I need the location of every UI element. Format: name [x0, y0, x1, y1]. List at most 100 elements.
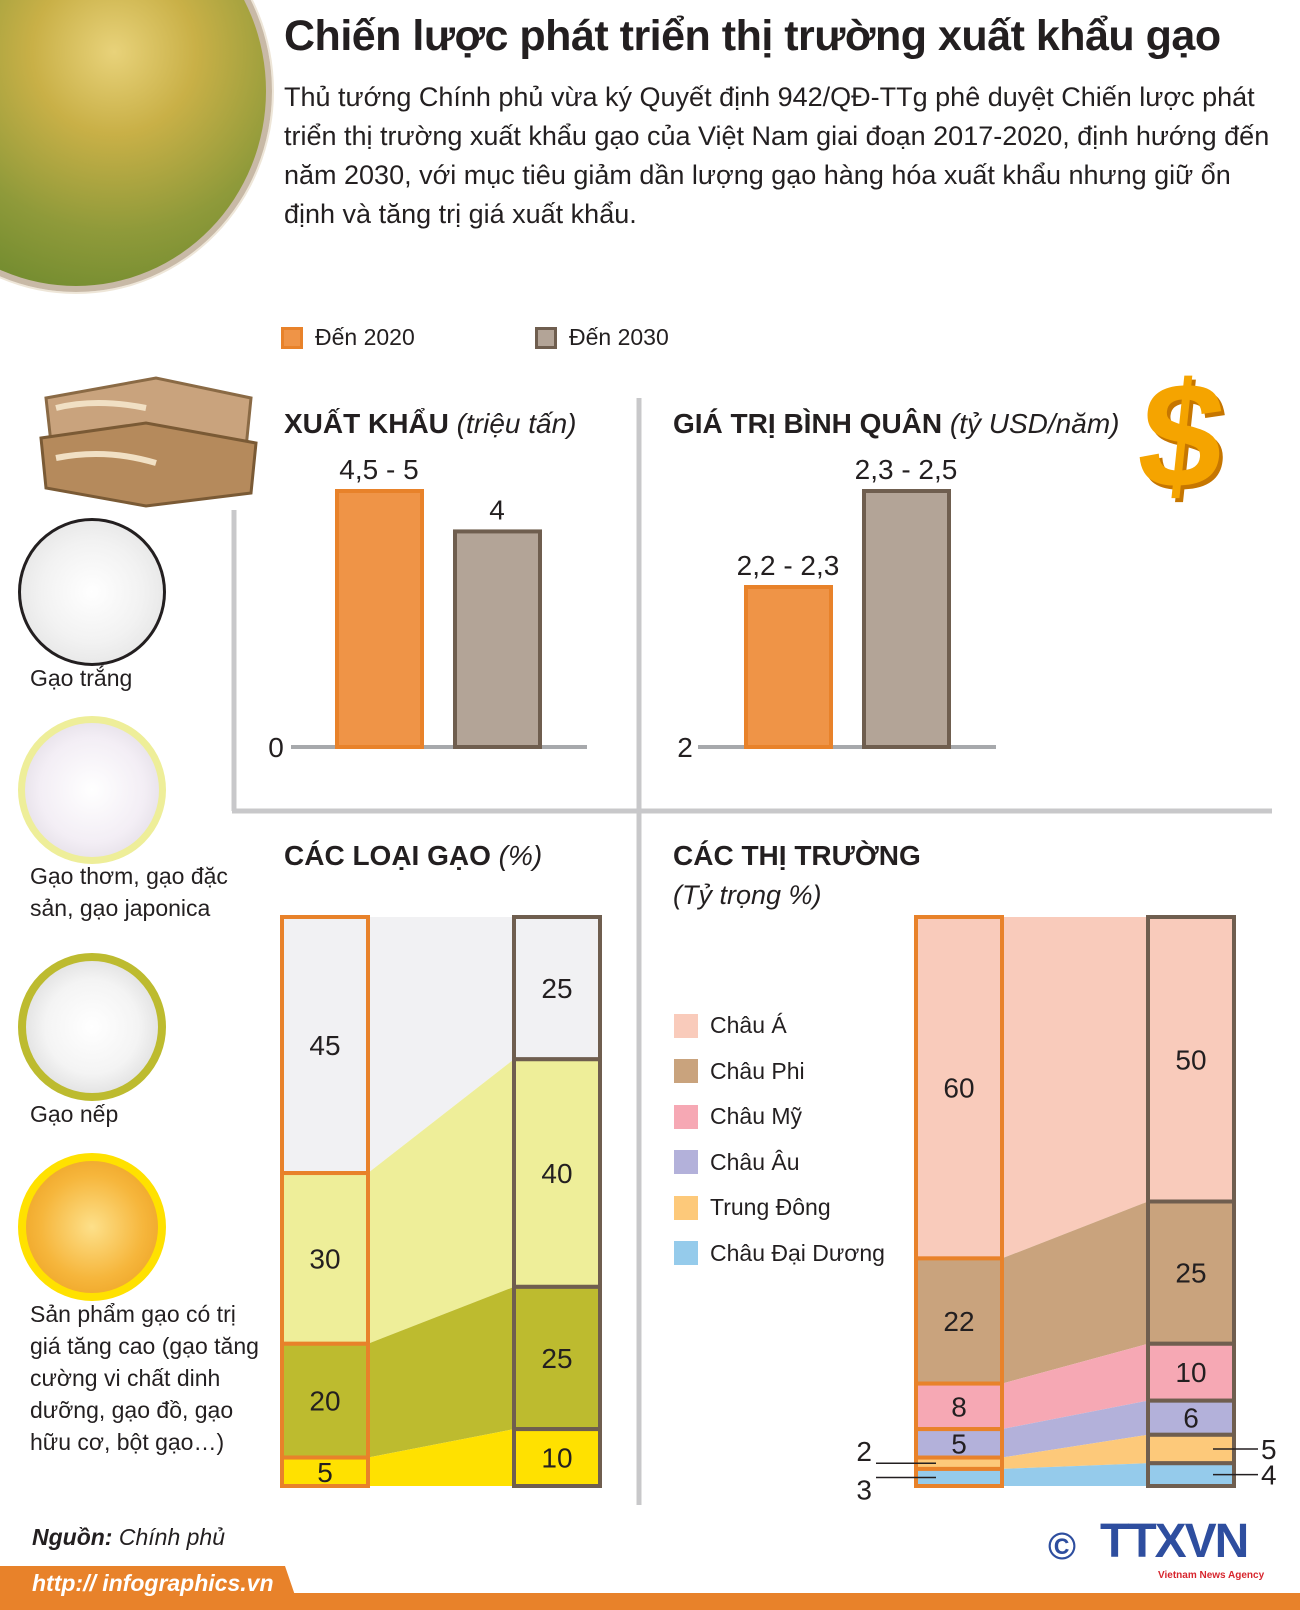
stacked-segment	[914, 1256, 1004, 1386]
connector-band	[368, 1059, 514, 1344]
logo-tagline: Vietnam News Agency	[1158, 1570, 1265, 1581]
bar-2020	[744, 585, 833, 749]
stacked-segment	[914, 915, 1004, 1261]
stacked-segment	[914, 1381, 1004, 1432]
legend-label: Trung Đông	[710, 1194, 831, 1220]
ttxvn-logo: TTXVN	[1100, 1515, 1249, 1568]
intro-text: Thủ tướng Chính phủ vừa ký Quyết định 94…	[284, 82, 1270, 229]
stacked-segment	[280, 1341, 370, 1460]
white-rice-image	[18, 518, 166, 666]
bar-value-label: 2,2 - 2,3	[737, 550, 840, 581]
stacked-segment	[512, 1427, 602, 1488]
sticky-rice-image	[18, 953, 166, 1101]
baseline-label: 0	[268, 732, 284, 763]
market-legend-item: Châu Đại Dương	[674, 1240, 885, 1267]
stacked-segment	[280, 1455, 370, 1489]
legend-swatch-2030	[535, 326, 557, 349]
stacked-segment	[1146, 1199, 1236, 1346]
connector-band	[1002, 1434, 1148, 1469]
source: Nguồn: Chính phủ	[32, 1524, 225, 1551]
segment-label: 22	[943, 1306, 974, 1337]
bar-value-label: 4,5 - 5	[339, 454, 418, 485]
chart-unit: (triệu tấn)	[456, 408, 577, 439]
bar-2030	[862, 489, 951, 749]
segment-label: 2	[856, 1436, 872, 1467]
connector-band	[1002, 917, 1148, 1259]
segment-label: 4	[1261, 1460, 1277, 1491]
legend-label: Đến 2030	[569, 324, 669, 350]
legend-swatch	[674, 1104, 698, 1129]
rice-type-label: Gạo nếp	[30, 1101, 119, 1127]
market-legend-item: Châu Âu	[674, 1149, 800, 1176]
segment-label: 60	[943, 1073, 974, 1104]
segment-label: 25	[1175, 1258, 1206, 1289]
rice-type-label: Sản phẩm gạo có trị giá tăng cao (gạo tă…	[30, 1301, 259, 1455]
segment-label: 45	[309, 1030, 340, 1061]
connector-band	[368, 1429, 514, 1486]
legend-swatch	[674, 1241, 698, 1265]
chart-unit: (%)	[498, 840, 543, 871]
connector-band	[368, 917, 514, 1174]
bar-2020	[335, 489, 424, 749]
connector-band	[1002, 1343, 1148, 1430]
legend-2020: Đến 2020	[281, 324, 415, 351]
fragrant-rice-image	[18, 716, 166, 864]
segment-label: 5	[1261, 1434, 1277, 1465]
segment-label: 10	[1175, 1357, 1206, 1388]
segment-label: 6	[1183, 1403, 1199, 1434]
chart-unit: (tỷ USD/năm)	[949, 408, 1120, 439]
rice-types-chart-title: CÁC LOẠI GẠO (%)	[284, 840, 542, 872]
legend-swatch	[674, 1059, 698, 1083]
legend-label: Châu Âu	[710, 1148, 800, 1175]
baseline-label: 2	[677, 732, 693, 763]
segment-label: 40	[541, 1158, 572, 1189]
export-chart-title: XUẤT KHẨU (triệu tấn)	[284, 408, 577, 440]
market-legend-item: Châu Á	[674, 1012, 787, 1039]
connector-band	[1002, 1400, 1148, 1458]
connector-band	[368, 1286, 514, 1458]
chart-title: GIÁ TRỊ BÌNH QUÂN	[673, 408, 943, 439]
stacked-segment	[512, 1057, 602, 1289]
legend-swatch-2020	[281, 326, 303, 349]
bar-value-label: 4	[489, 494, 505, 525]
value-chart-title: GIÁ TRỊ BÌNH QUÂN (tỷ USD/năm)	[673, 408, 1119, 440]
markets-chart-title: CÁC THỊ TRƯỜNG	[673, 840, 921, 871]
segment-label: 20	[309, 1386, 340, 1417]
segment-label: 8	[951, 1391, 967, 1422]
segment-label: 10	[541, 1443, 572, 1474]
rice-type-label: Gạo thơm, gạo đặc sản, gạo japonica	[30, 863, 228, 921]
segment-label: 5	[317, 1457, 333, 1488]
segment-label: 25	[541, 973, 572, 1004]
connector-band	[1002, 1201, 1148, 1384]
stacked-segment	[914, 1427, 1004, 1460]
connector-band	[1002, 1463, 1148, 1486]
legend-label: Châu Á	[710, 1012, 787, 1038]
copyright-icon: ©	[1048, 1526, 1076, 1568]
website-link[interactable]: http:// infographics.vn	[32, 1570, 274, 1596]
rice-type-label: Gạo trắng	[30, 665, 133, 691]
value-added-rice-image	[18, 1153, 166, 1301]
legend-swatch	[674, 1013, 698, 1038]
stacked-segment	[280, 1171, 370, 1346]
market-legend-item: Trung Đông	[674, 1194, 831, 1221]
market-legend-item: Châu Mỹ	[674, 1103, 802, 1130]
market-legend-item: Châu Phi	[674, 1058, 805, 1085]
legend-label: Châu Phi	[710, 1057, 805, 1084]
legend-swatch	[674, 1150, 698, 1174]
segment-label: 5	[951, 1428, 967, 1459]
legend-label: Đến 2020	[315, 324, 415, 350]
markets-chart-unit: (Tỷ trọng %)	[673, 880, 822, 910]
legend-label: Châu Mỹ	[710, 1103, 803, 1129]
legend-label: Châu Đại Dương	[710, 1239, 885, 1266]
chart-title: CÁC LOẠI GẠO	[284, 840, 491, 871]
segment-label: 50	[1175, 1044, 1206, 1075]
stacked-segment	[280, 915, 370, 1176]
footer-band	[0, 1593, 1300, 1610]
bar-value-label: 2,3 - 2,5	[855, 454, 958, 485]
stacked-segment	[1146, 1398, 1236, 1437]
source-value: Chính phủ	[118, 1524, 225, 1550]
footer-tab	[0, 1566, 300, 1610]
legend-swatch	[674, 1195, 698, 1220]
